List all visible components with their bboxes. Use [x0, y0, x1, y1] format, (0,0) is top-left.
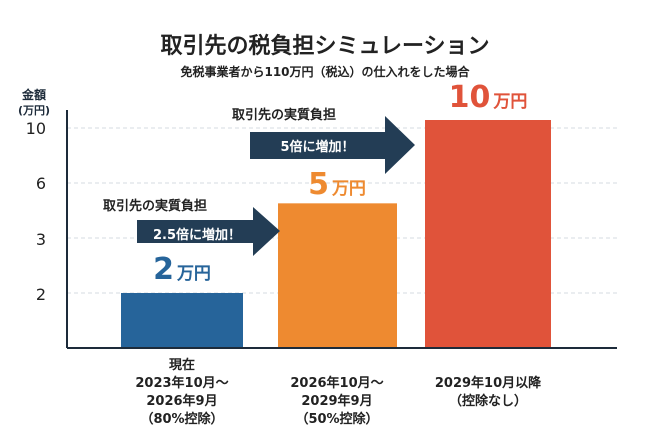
x-category-label: 2026年10月～ 2029年9月 （50%控除）: [290, 376, 384, 427]
bar: [121, 293, 243, 348]
arrow-annotation: [137, 207, 280, 256]
chart-subtitle: 免税事業者から110万円（税込）の仕入れをした場合: [180, 65, 470, 79]
y-tick-label: 3: [35, 230, 46, 249]
x-category-label: 2029年10月以降 （控除なし）: [434, 376, 542, 409]
annotation-title: 取引先の実質負担: [103, 199, 208, 214]
annotation-text: 2.5倍に増加！: [152, 228, 242, 243]
arrow-annotation: [250, 116, 415, 174]
chart-title: 取引先の税負担シミュレーション: [160, 34, 490, 59]
y-axis-title: 金額: [21, 88, 46, 102]
data-label: 2 万円: [153, 252, 211, 287]
y-axis-unit: (万円): [17, 104, 51, 117]
data-label: 10 万円: [448, 80, 528, 115]
x-category-label: 現在 2023年10月～ 2026年9月 （80%控除）: [135, 358, 229, 427]
annotation-title: 取引先の実質負担: [232, 108, 337, 123]
y-tick-label: 6: [35, 174, 46, 193]
y-tick-label: 2: [35, 285, 46, 304]
bar: [278, 203, 397, 348]
y-tick-label: 10: [25, 119, 46, 138]
annotation-text: 5倍に増加！: [280, 140, 355, 155]
data-label: 5 万円: [308, 167, 366, 202]
bar: [425, 120, 551, 348]
y-axis-label: 金額 (万円): [14, 88, 54, 118]
